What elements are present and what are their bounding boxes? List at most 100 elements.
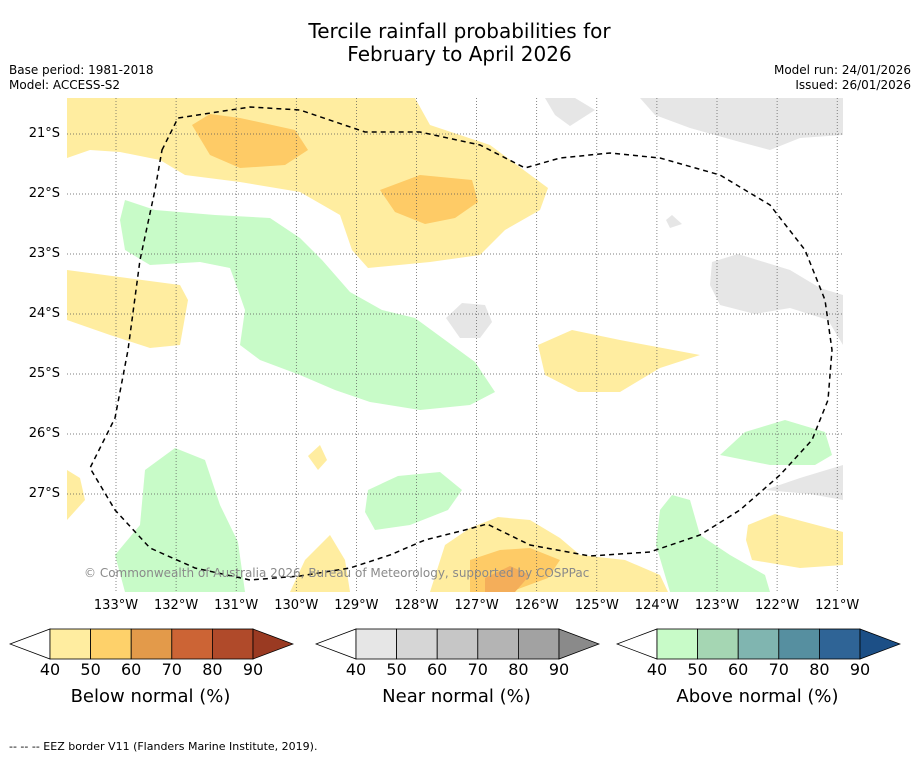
run-info: Model run: 24/01/2026 Issued: 26/01/2026 — [774, 63, 911, 93]
colorbar-under-triangle — [9, 628, 51, 660]
colorbar-segment — [211, 628, 254, 660]
colorbar-over-triangle — [558, 628, 600, 660]
colorbar-tick-label: 40 — [345, 660, 367, 679]
title-line-2: February to April 2026 — [347, 42, 572, 66]
below-normal-region-west — [67, 270, 188, 348]
below-normal-region-north — [67, 98, 548, 268]
near-normal-region-northeast — [545, 98, 595, 126]
near-normal-region-northeast-2 — [640, 98, 843, 150]
colorbar-title: Above normal (%) — [676, 686, 839, 707]
map-title: Tercile rainfall probabilities for Febru… — [0, 20, 919, 66]
colorbar-over-triangle — [252, 628, 294, 660]
colorbar-tick-label: 60 — [121, 660, 142, 679]
latitude-label: 21°S — [28, 126, 60, 141]
below-normal-region-central — [538, 330, 700, 392]
above-normal-region-southwest — [115, 448, 245, 592]
longitude-label: 127°W — [454, 598, 499, 613]
colorbar-segment — [477, 628, 519, 660]
colorbar-tick-label: 90 — [242, 660, 264, 679]
above-normal-region-east — [720, 420, 832, 465]
colorbar-tick-label: 80 — [809, 660, 830, 679]
map-gridlines — [67, 98, 843, 592]
longitude-label: 130°W — [274, 598, 319, 613]
latitude-label: 25°S — [28, 366, 60, 381]
eez-border — [89, 106, 833, 581]
colorbar-segment — [396, 628, 438, 660]
near-normal-region-southeast — [765, 465, 843, 500]
colorbar-tick-label: 70 — [768, 660, 789, 679]
colorbar-3 — [616, 628, 901, 660]
colorbar-tick-label: 40 — [646, 660, 668, 679]
base-period-text: Base period: 1981-2018 — [9, 63, 154, 77]
latitude-label: 24°S — [28, 306, 60, 321]
latitude-label: 27°S — [28, 486, 60, 501]
longitude-label: 123°W — [694, 598, 740, 613]
colorbar-2 — [315, 628, 600, 660]
below-normal-50-region-a — [192, 114, 308, 168]
colorbar-segment — [436, 628, 479, 660]
above-normal-region-south — [365, 472, 462, 530]
eez-footnote: -- -- -- EEZ border V11 (Flanders Marine… — [9, 740, 318, 753]
colorbar-tick-label: 50 — [687, 660, 708, 679]
colorbar-segment — [656, 628, 698, 660]
colorbar-tick-label: 60 — [728, 660, 749, 679]
colorbar-segment — [355, 628, 397, 660]
colorbar-tick-label: 40 — [39, 660, 61, 679]
colorbar-segment — [130, 628, 173, 660]
near-normal-region-small — [666, 215, 682, 228]
copyright-notice: © Commonwealth of Australia 2026, Bureau… — [84, 566, 590, 580]
near-normal-region-central — [446, 303, 492, 338]
colorbar-title: Near normal (%) — [382, 686, 531, 707]
colorbar-segment — [697, 628, 739, 660]
colorbar-title: Below normal (%) — [70, 686, 231, 707]
colorbar-tick-label: 80 — [202, 660, 223, 679]
colorbar-tick-label: 90 — [849, 660, 871, 679]
colorbar-tick-label: 60 — [427, 660, 448, 679]
colorbar-under-triangle — [315, 628, 357, 660]
longitude-label: 128°W — [394, 598, 439, 613]
colorbar-1 — [9, 628, 294, 660]
model-info: Base period: 1981-2018 Model: ACCESS-S2 — [9, 63, 154, 93]
model-run-text: Model run: 24/01/2026 — [773, 63, 911, 77]
colorbar-segment — [818, 628, 861, 660]
longitude-label: 121°W — [815, 598, 860, 613]
colorbar-segment — [90, 628, 132, 660]
issued-date-text: Issued: 26/01/2026 — [795, 78, 911, 92]
latitude-label: 26°S — [28, 426, 60, 441]
longitude-label: 133°W — [93, 598, 139, 613]
longitude-label: 131°W — [214, 598, 259, 613]
probability-regions — [67, 98, 843, 592]
colorbar-over-triangle — [859, 628, 901, 660]
below-normal-region-far-west — [67, 470, 85, 520]
forecast-map — [67, 98, 843, 592]
colorbar-segment — [737, 628, 780, 660]
longitude-label: 125°W — [574, 598, 619, 613]
below-normal-60-region — [485, 566, 530, 592]
below-normal-region-small — [308, 445, 327, 470]
longitude-label: 132°W — [154, 598, 199, 613]
above-normal-region-main — [120, 200, 495, 410]
title-line-1: Tercile rainfall probabilities for — [308, 19, 611, 43]
near-normal-region-east — [710, 254, 843, 345]
colorbar-segment — [778, 628, 820, 660]
colorbar-under-triangle — [616, 628, 658, 660]
model-name-text: Model: ACCESS-S2 — [9, 78, 121, 92]
colorbar-tick-label: 70 — [161, 660, 182, 679]
longitude-label: 124°W — [634, 598, 679, 613]
colorbar-segment — [517, 628, 560, 660]
below-normal-region-south-small — [290, 535, 350, 592]
colorbar-segment — [171, 628, 213, 660]
longitude-label: 122°W — [755, 598, 800, 613]
colorbar-segment — [49, 628, 91, 660]
colorbar-tick-label: 80 — [508, 660, 529, 679]
colorbar-tick-label: 50 — [80, 660, 101, 679]
longitude-label: 126°W — [514, 598, 559, 613]
below-normal-50-region-b — [380, 175, 478, 224]
above-normal-region-southeast — [656, 495, 770, 592]
colorbar-tick-label: 70 — [467, 660, 488, 679]
latitude-label: 22°S — [28, 186, 60, 201]
longitude-label: 129°W — [334, 598, 379, 613]
colorbar-tick-label: 50 — [386, 660, 407, 679]
colorbar-tick-label: 90 — [548, 660, 570, 679]
latitude-label: 23°S — [28, 246, 60, 261]
